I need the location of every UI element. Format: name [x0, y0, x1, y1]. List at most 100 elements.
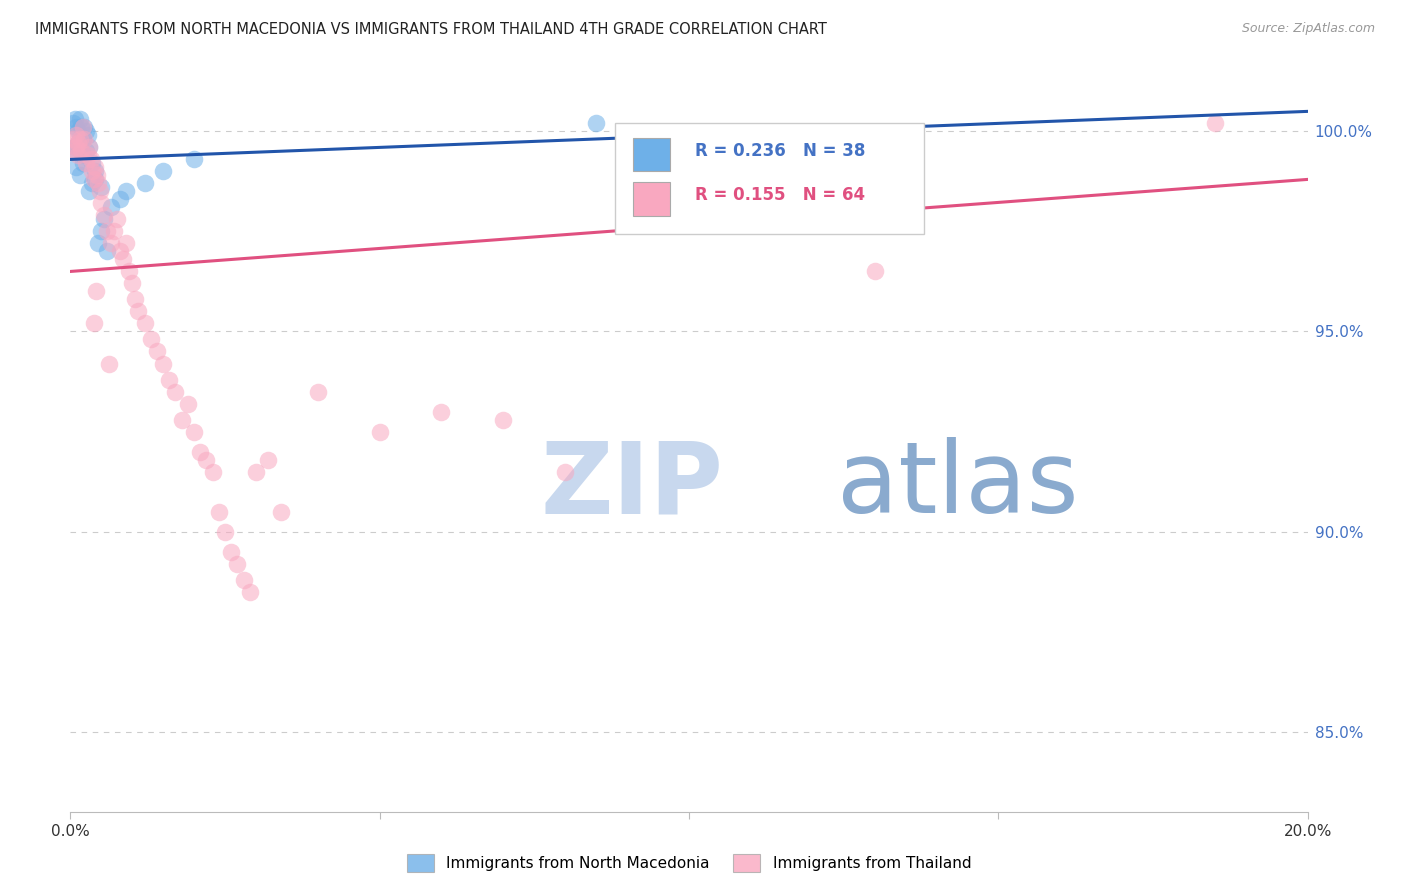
Point — [124, 293, 146, 307]
Point — [69, 169, 91, 183]
Point — [65, 161, 87, 175]
Legend: Immigrants from North Macedonia, Immigrants from Thailand: Immigrants from North Macedonia, Immigra… — [401, 848, 977, 878]
Point — [62, 116, 84, 130]
Point — [270, 505, 292, 519]
Point — [93, 209, 115, 223]
Point — [87, 177, 110, 191]
Point — [65, 140, 87, 154]
Point — [89, 185, 111, 199]
Point — [65, 120, 87, 135]
Text: IMMIGRANTS FROM NORTH MACEDONIA VS IMMIGRANTS FROM THAILAND 4TH GRADE CORRELATIO: IMMIGRANTS FROM NORTH MACEDONIA VS IMMIG… — [35, 22, 827, 37]
Point — [66, 124, 89, 138]
Point — [80, 177, 103, 191]
Point — [76, 128, 98, 143]
Text: Source: ZipAtlas.com: Source: ZipAtlas.com — [1241, 22, 1375, 36]
Point — [108, 193, 131, 207]
Point — [72, 132, 94, 146]
Point — [76, 148, 98, 162]
Point — [65, 112, 87, 127]
Point — [80, 156, 103, 170]
Point — [62, 132, 84, 146]
Point — [152, 164, 174, 178]
Point — [84, 161, 107, 175]
Point — [307, 384, 329, 399]
Point — [65, 128, 87, 143]
Point — [83, 317, 105, 331]
Point — [183, 153, 205, 167]
Point — [139, 333, 162, 347]
Point — [63, 145, 86, 159]
Point — [96, 244, 118, 259]
Point — [90, 196, 112, 211]
Point — [73, 132, 96, 146]
Point — [69, 132, 91, 146]
Point — [115, 236, 138, 251]
Point — [214, 524, 236, 539]
Point — [75, 124, 97, 138]
Point — [165, 384, 187, 399]
Point — [208, 505, 231, 519]
Point — [90, 224, 112, 238]
Point — [554, 465, 576, 479]
Point — [84, 285, 107, 299]
Point — [111, 252, 134, 267]
Point — [70, 145, 93, 159]
Point — [183, 425, 205, 439]
Point — [77, 140, 100, 154]
Text: atlas: atlas — [838, 437, 1078, 534]
Point — [1204, 116, 1226, 130]
Point — [100, 201, 122, 215]
Point — [368, 425, 391, 439]
Point — [108, 244, 131, 259]
Point — [69, 112, 91, 127]
Point — [87, 236, 110, 251]
Point — [157, 372, 180, 386]
Point — [226, 557, 249, 571]
Point — [77, 140, 100, 154]
Point — [72, 156, 94, 170]
Point — [83, 172, 105, 186]
FancyBboxPatch shape — [633, 183, 671, 216]
Point — [65, 145, 87, 159]
Point — [239, 584, 262, 599]
Point — [177, 396, 200, 410]
Point — [201, 465, 224, 479]
Point — [93, 212, 115, 227]
Point — [121, 277, 143, 291]
Point — [430, 404, 453, 418]
Point — [146, 344, 169, 359]
Point — [115, 185, 138, 199]
Text: R = 0.155   N = 64: R = 0.155 N = 64 — [695, 186, 865, 204]
Point — [585, 116, 607, 130]
Point — [84, 172, 107, 186]
Point — [195, 452, 218, 467]
Point — [66, 136, 89, 151]
Point — [188, 444, 211, 458]
Point — [152, 357, 174, 371]
Point — [69, 145, 91, 159]
Point — [245, 465, 267, 479]
Point — [257, 452, 280, 467]
Point — [118, 264, 141, 278]
Point — [84, 164, 107, 178]
Point — [492, 412, 515, 426]
Point — [100, 236, 122, 251]
Point — [96, 224, 118, 238]
Text: ZIP: ZIP — [540, 437, 723, 534]
Point — [80, 153, 103, 167]
Point — [86, 169, 108, 183]
Point — [65, 140, 87, 154]
Point — [170, 412, 193, 426]
Point — [75, 145, 97, 159]
Point — [863, 264, 886, 278]
Point — [73, 120, 96, 135]
Point — [75, 156, 97, 170]
Point — [67, 148, 90, 162]
FancyBboxPatch shape — [633, 138, 671, 171]
Point — [134, 177, 156, 191]
Point — [70, 120, 93, 135]
Point — [66, 136, 89, 151]
Point — [72, 120, 94, 135]
Point — [69, 132, 91, 146]
Point — [103, 224, 125, 238]
